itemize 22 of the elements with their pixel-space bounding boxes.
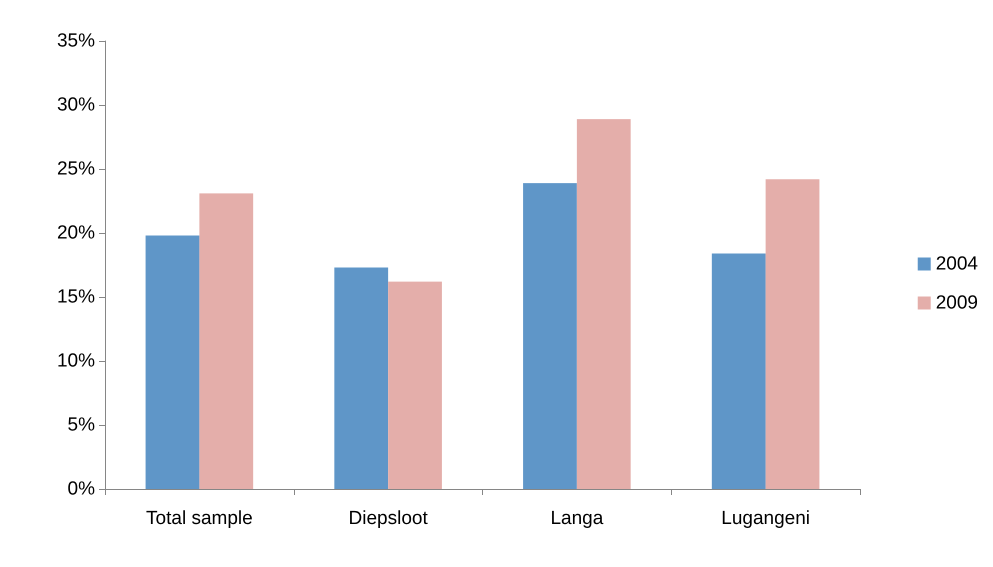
bar xyxy=(576,119,631,489)
y-tick-label: 35% xyxy=(56,30,96,52)
y-tick-label: 0% xyxy=(68,478,96,500)
y-tick-label: 30% xyxy=(56,94,96,116)
y-tick-label: 20% xyxy=(56,222,96,244)
x-tick-label: Diepsloot xyxy=(348,508,428,529)
x-tick-label: Lugangeni xyxy=(721,508,810,529)
y-tick-label: 5% xyxy=(68,414,96,436)
legend-label: 2009 xyxy=(936,292,978,314)
bar xyxy=(766,179,820,489)
y-tick-label: 15% xyxy=(56,286,96,308)
bar xyxy=(146,236,200,489)
bar xyxy=(523,183,577,489)
x-tick-label: Langa xyxy=(550,508,604,529)
y-tick-label: 10% xyxy=(56,350,96,372)
bar xyxy=(199,193,254,489)
y-tick-label: 25% xyxy=(56,158,96,180)
x-tick-label: Total sample xyxy=(146,508,253,529)
bar xyxy=(334,268,388,489)
bar xyxy=(388,282,442,489)
legend-label: 2004 xyxy=(936,254,978,274)
bar xyxy=(712,253,766,489)
